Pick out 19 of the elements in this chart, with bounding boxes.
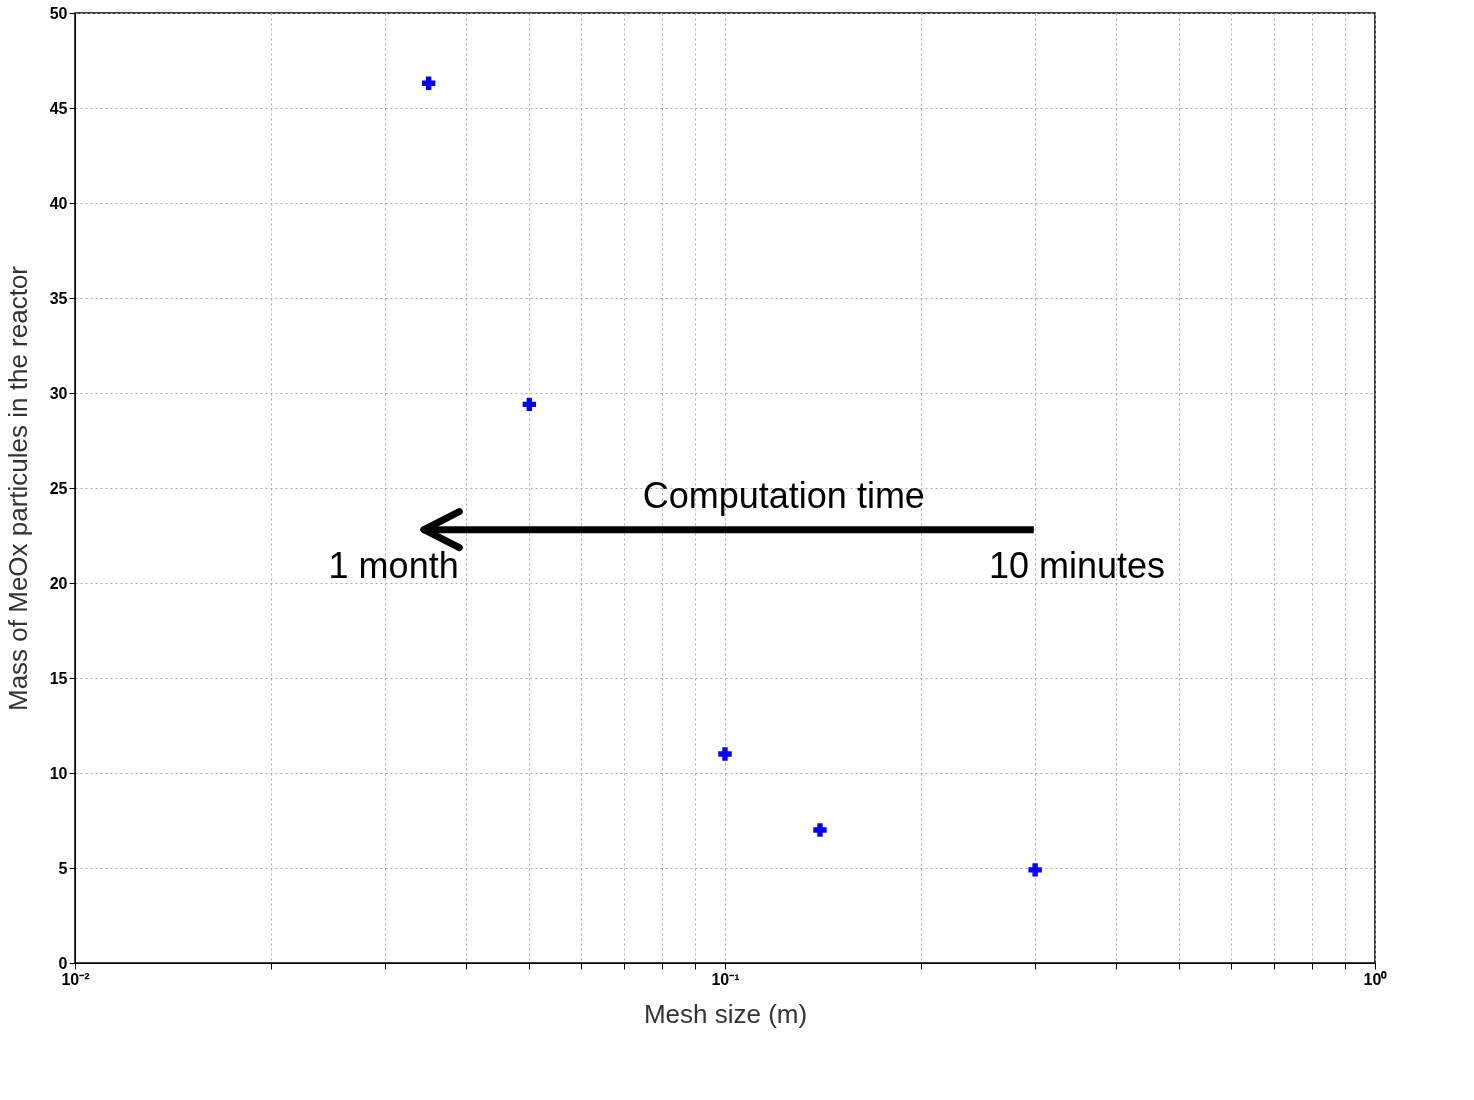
x-tick-label: 10⁻¹ — [711, 970, 740, 988]
y-tick-label: 20 — [49, 574, 68, 592]
y-tick-label: 50 — [49, 4, 68, 22]
y-tick-label: 40 — [49, 194, 68, 212]
x-tick-label: 10⁻² — [61, 970, 90, 988]
y-tick-label: 35 — [49, 289, 68, 307]
y-tick-label: 5 — [58, 859, 68, 877]
x-tick-label: 10⁰ — [1363, 970, 1388, 988]
annotation: 10 minutes — [988, 544, 1166, 586]
y-tick-label: 45 — [49, 99, 68, 117]
annotation: Computation time — [642, 474, 925, 516]
y-tick-label: 15 — [49, 669, 68, 687]
y-tick-label: 10 — [49, 764, 68, 782]
annotation: 1 month — [328, 544, 459, 586]
y-tick-label: 30 — [49, 384, 68, 402]
x-axis-title: Mesh size (m) — [643, 998, 808, 1029]
y-axis-title: Mass of MeOx particules in the reactor — [2, 265, 33, 712]
y-tick-label: 25 — [49, 479, 68, 497]
y-tick-label: 0 — [58, 954, 68, 972]
